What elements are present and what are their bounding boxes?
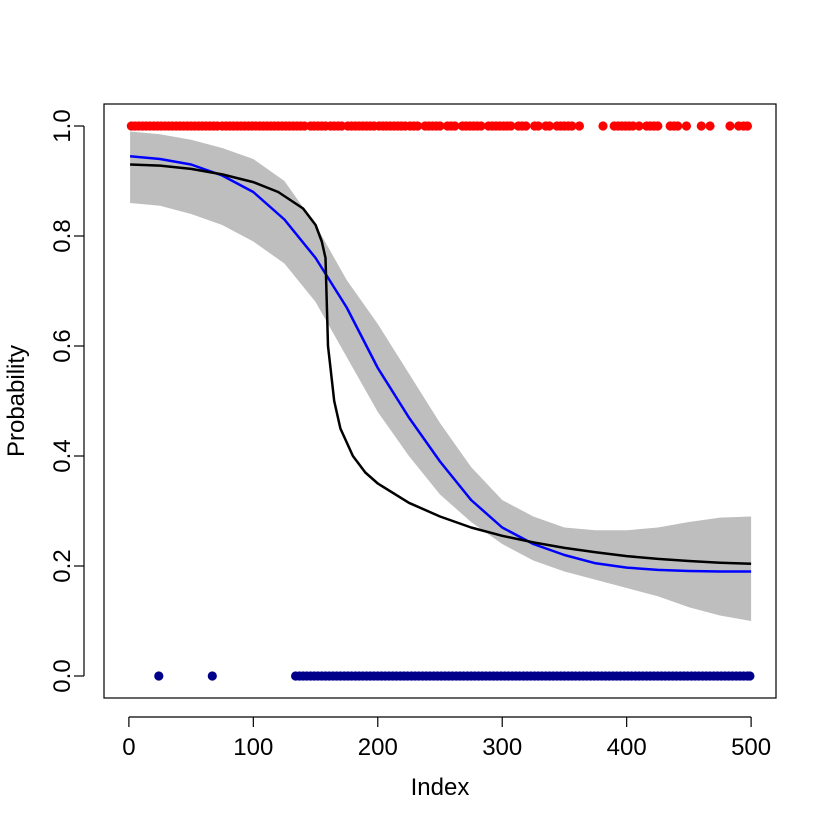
x-tick-label: 0 [122,734,135,761]
data-point-one [574,121,585,131]
data-point-one [705,121,715,131]
data-point-one [435,121,445,131]
data-point-one [725,121,735,131]
y-tick-label: 0.2 [49,549,76,582]
data-point-one [506,121,516,131]
fitted-curves-layer [129,155,752,573]
y-tick-label: 0.6 [49,329,76,362]
x-tick-label: 300 [482,734,522,761]
data-point-one [450,121,460,131]
data-point-zero [745,671,755,681]
data-point-one [598,121,608,131]
confidence-band-layer [130,131,752,621]
data-point-zero [154,671,164,681]
x-tick-label: 200 [358,734,398,761]
data-point-one [742,121,753,131]
data-point-one [653,121,663,131]
data-point-one [476,121,486,131]
black-fit-curve [130,163,752,566]
data-point-one [544,121,555,131]
data-point-one [634,121,644,131]
y-tick-label: 0.0 [49,659,76,692]
y-tick-label: 0.8 [49,219,76,252]
plot-frame [103,103,777,699]
x-axis: 0 100 200 300 400 500 [122,716,771,761]
y-tick-label: 1.0 [49,109,76,142]
y-axis: 0.0 0.2 0.4 0.6 0.8 1.0 [49,109,85,693]
data-points-layer [126,121,755,681]
data-point-one [533,121,543,131]
x-tick-label: 500 [731,734,771,761]
data-point-one [681,121,692,131]
data-point-one [696,121,706,131]
data-point-one [413,121,423,131]
x-tick-label: 400 [607,734,647,761]
x-tick-label: 100 [233,734,273,761]
x-axis-label: Index [411,774,470,801]
blue-fit-curve [129,155,752,573]
data-point-one [567,121,577,131]
data-point-one [673,121,683,131]
confidence-band [130,131,752,621]
y-axis-label: Probability [3,345,30,457]
data-point-one [521,121,531,131]
data-point-zero [207,671,217,681]
y-tick-label: 0.4 [49,439,76,472]
